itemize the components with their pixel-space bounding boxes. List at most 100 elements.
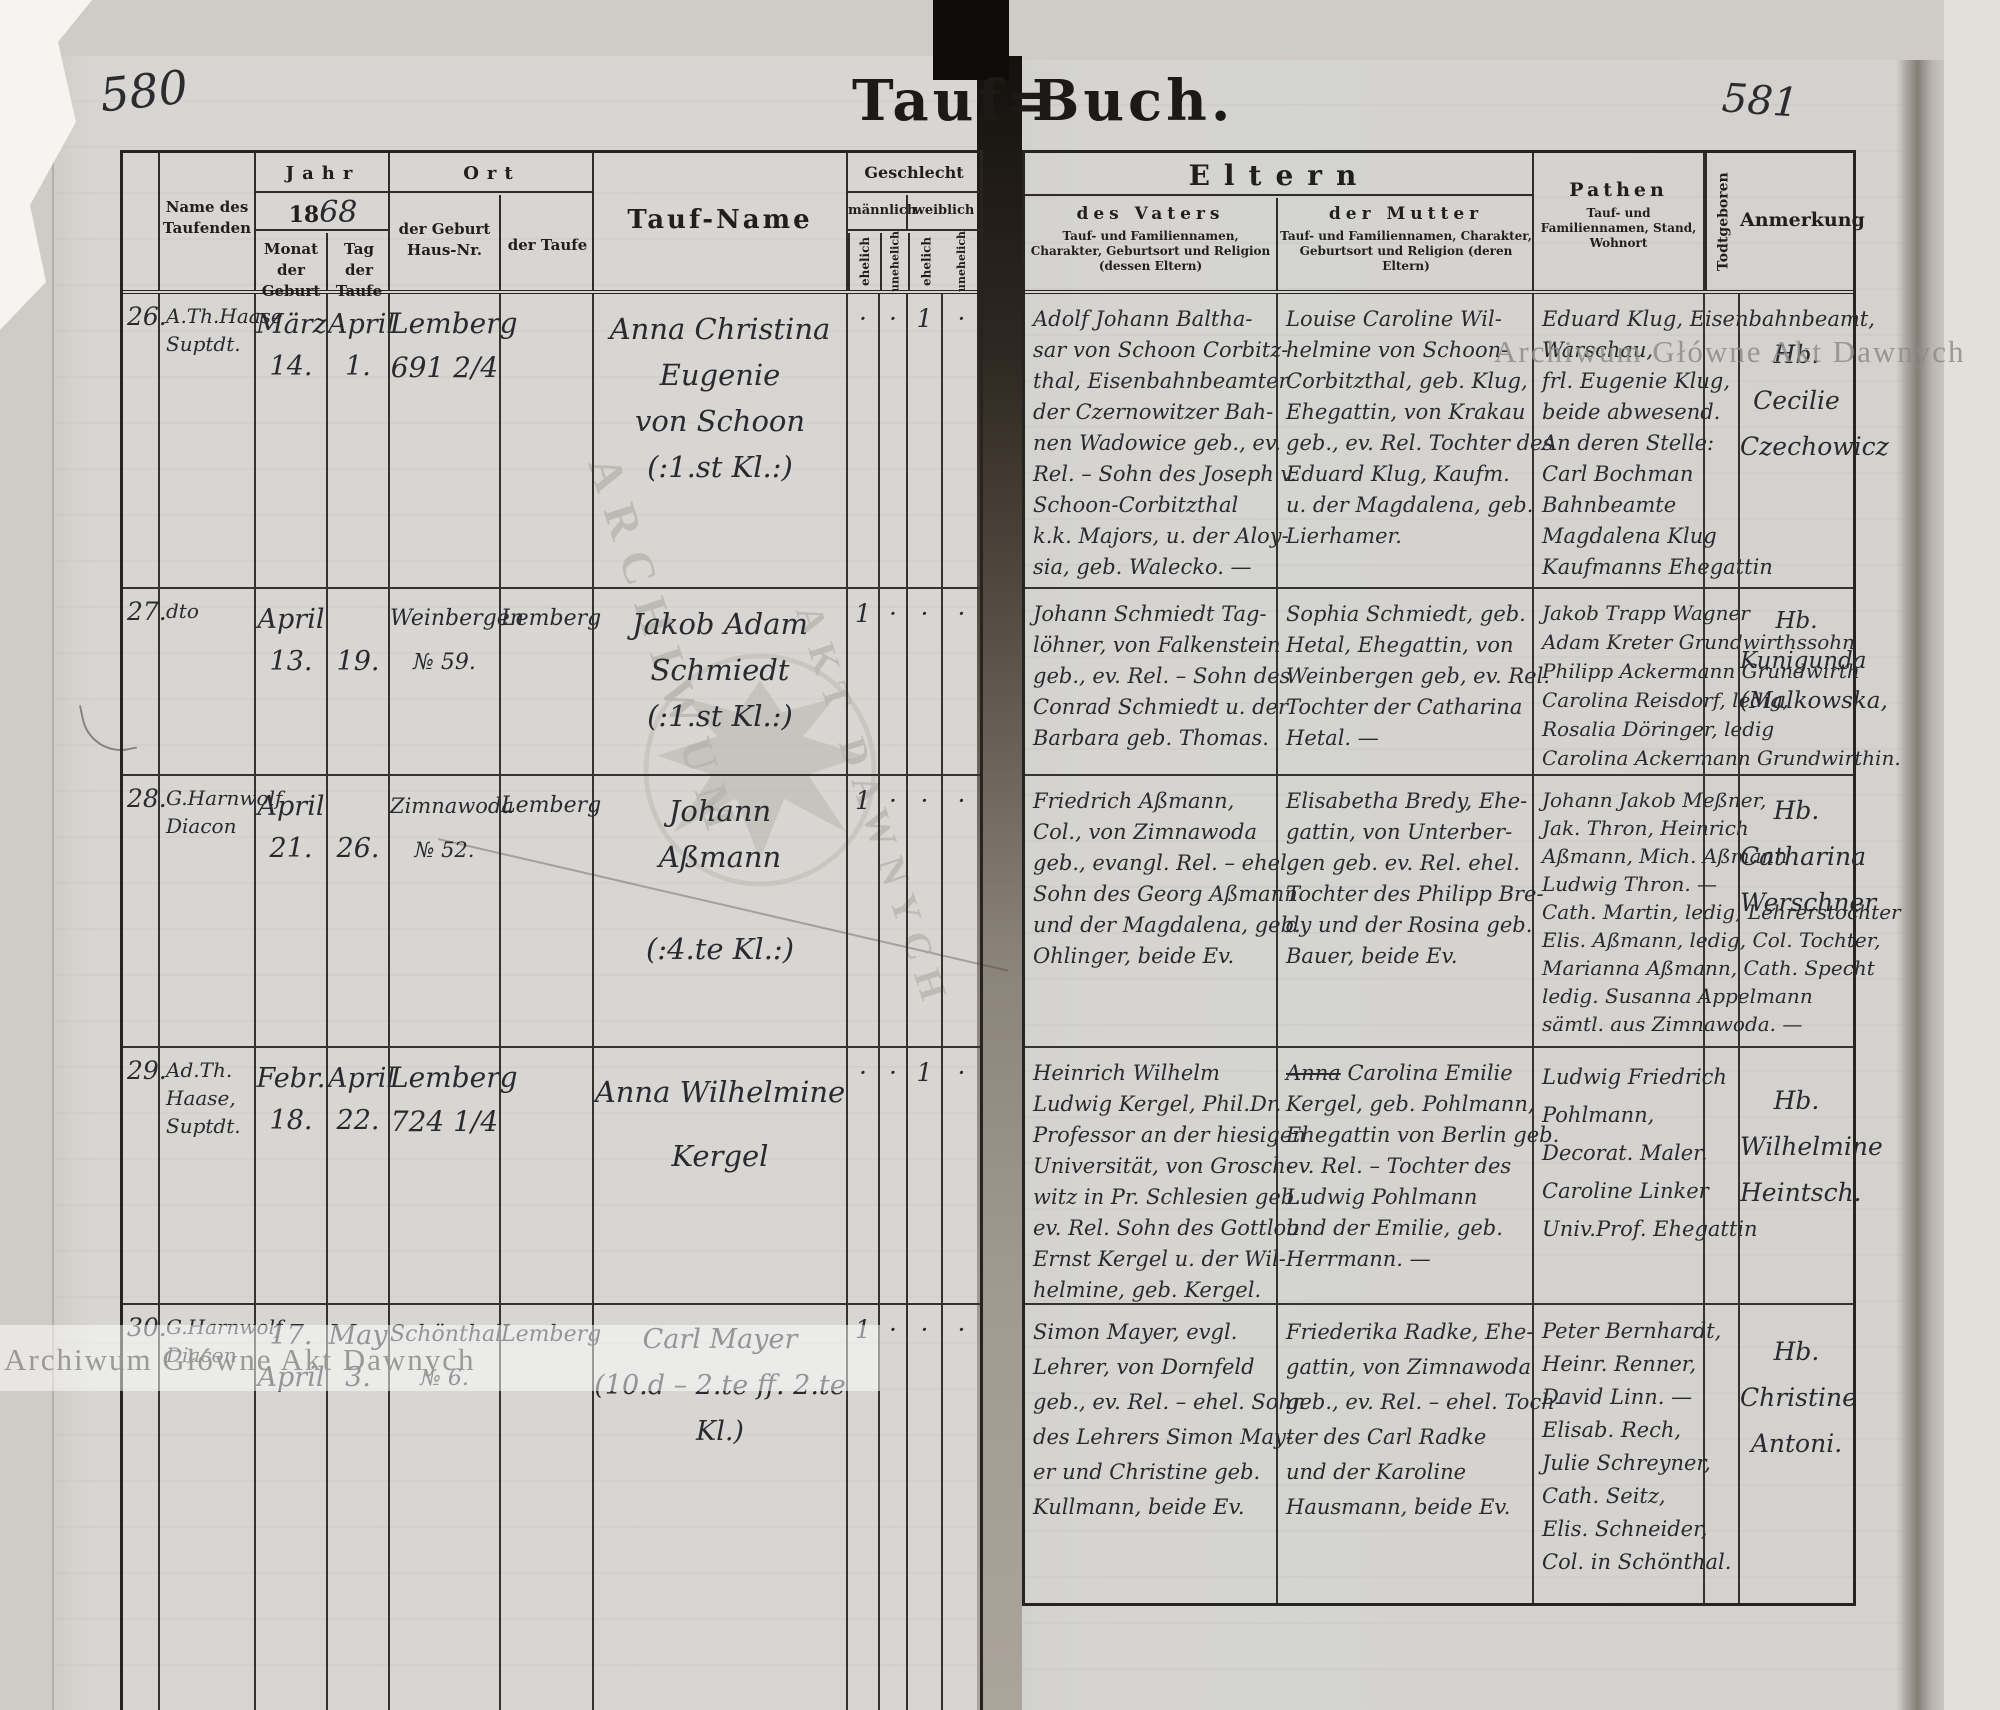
ort-geburt: Weinbergen № 59.	[390, 589, 524, 774]
archive-watermark-top-right: Archiwum Główne Akt Dawnych	[1494, 334, 1966, 369]
header-des-vaters: des Vaters Tauf- und Familiennamen, Char…	[1025, 198, 1278, 290]
ort-geburt: Lemberg 724 1/4	[390, 1048, 518, 1303]
header-taufname: Tauf-Name	[594, 153, 848, 290]
header-tag-der-taufe: Tag der Taufe	[335, 240, 383, 300]
pathen: Jakob Trapp Wagner Adam Kreter Grundwirt…	[1534, 589, 1901, 774]
monat-geburt: April 21.	[256, 776, 328, 1046]
table-row: Friedrich Aßmann, Col., von Zimnawoda ge…	[1025, 776, 1901, 1048]
scan-margin	[1944, 0, 2000, 1710]
monat-geburt: Febr. 18.	[256, 1048, 328, 1303]
der-mutter-label: der Mutter	[1328, 204, 1484, 224]
anmerkung: Hb. Cecilie Czechowicz	[1740, 340, 1889, 461]
table-row: 27. dto April 13. 19. Weinbergen № 59. L…	[123, 589, 980, 776]
pathen-label: Pathen	[1569, 179, 1668, 201]
monat-geburt: April 13.	[256, 589, 328, 774]
header-jahr-value: 1868	[256, 195, 390, 231]
entry-number: 28.	[123, 776, 167, 1046]
watermark-band	[0, 1325, 880, 1391]
right-page	[1022, 60, 1902, 1710]
table-row: 26. A.Th.Haase Suptdt. März 14. April 1.…	[123, 294, 980, 589]
header-ort: Ort	[390, 153, 594, 193]
mark-w-unehelich: ·	[957, 786, 966, 815]
taufname: Jakob Adam Schmiedt (:1.st Kl.:)	[594, 589, 848, 774]
mutter-rest: Kergel, geb. Pohlmann, Ehegattin von Ber…	[1286, 1092, 1560, 1271]
vater: Johann Schmiedt Tag- löhner, von Falkens…	[1025, 589, 1290, 774]
page-number-left: 580	[97, 59, 191, 123]
todtgeboren-cell	[1705, 1305, 1740, 1603]
anmerkung: Hb. Christine Antoni.	[1740, 1337, 1857, 1458]
divider	[388, 153, 390, 290]
mark-w-ehelich: ·	[908, 589, 943, 774]
page-number-right: 581	[1720, 75, 1800, 127]
vater: Simon Mayer, evgl. Lehrer, von Dornfeld …	[1025, 1305, 1306, 1603]
tag-taufe: 26.	[328, 776, 390, 1046]
header-m-unehelich: unehelich	[880, 231, 908, 292]
divider	[592, 153, 594, 290]
vater: Adolf Johann Baltha- sar von Schoon Corb…	[1025, 294, 1297, 587]
header-w-unehelich: unehelich	[955, 230, 968, 293]
mark-w-ehelich: 1	[908, 294, 943, 587]
divider	[1532, 153, 1534, 290]
des-vaters-sub: Tauf- und Familiennamen, Charakter, Gebu…	[1030, 229, 1271, 273]
taufender: A.Th.Haase Suptdt.	[160, 294, 283, 587]
table-header-left: Name des Taufenden Jahr 1868 Monat der G…	[123, 153, 980, 300]
mutter: Louise Caroline Wil- helmine von Schoon-…	[1278, 294, 1553, 587]
mark-m-ehelich: 1	[848, 589, 880, 774]
register-table-left: Name des Taufenden Jahr 1868 Monat der G…	[120, 150, 983, 1710]
entry-number: 27.	[123, 589, 167, 774]
header-m-ehelich: ehelich	[848, 233, 880, 290]
todtgeboren-cell	[1705, 776, 1740, 1046]
ort-taufe: Lemberg	[501, 589, 601, 774]
header-ort-geburt: der Geburt Haus-Nr.	[390, 195, 501, 290]
mark-m-unehelich: ·	[880, 1048, 908, 1303]
tag-taufe: 19.	[328, 589, 390, 774]
mark-w-unehelich: ·	[957, 1058, 966, 1087]
vater: Friedrich Aßmann, Col., von Zimnawoda ge…	[1025, 776, 1301, 1046]
jahr-handwritten: 68	[319, 195, 358, 230]
mark-m-ehelich: ·	[848, 1048, 880, 1303]
mark-m-unehelich: ·	[880, 776, 908, 1046]
pathen: Ludwig Friedrich Pohlmann, Decorat. Male…	[1534, 1048, 1758, 1303]
todtgeboren-cell	[1705, 294, 1740, 587]
header-jahr: Jahr	[256, 153, 390, 193]
header-geschlecht: Geschlecht	[848, 153, 980, 193]
jahr-printed: 18	[288, 202, 320, 228]
mark-m-unehelich: ·	[880, 589, 908, 774]
header-weiblich: weiblich	[908, 195, 980, 231]
taufender: G.Harnwolf Diacon	[160, 776, 282, 1046]
page-edge-shadow	[1896, 60, 1944, 1710]
taufender: Ad.Th. Haase, Suptdt.	[160, 1048, 256, 1303]
monat-geburt: März 14.	[256, 294, 328, 587]
archive-watermark-bottom-left: Archiwum Główne Akt Dawnych	[4, 1342, 476, 1377]
header-anmerkung: Anmerkung	[1740, 209, 1865, 231]
mark-w-unehelich: ·	[957, 599, 966, 628]
taufname: Anna Christina Eugenie von Schoon (:1.st…	[594, 294, 848, 587]
table-row: Johann Schmiedt Tag- löhner, von Falkens…	[1025, 589, 1901, 776]
mutter: Anna Carolina Emilie Kergel, geb. Pohlma…	[1278, 1048, 1559, 1303]
ort-taufe	[501, 294, 594, 587]
table-row: Heinrich Wilhelm Ludwig Kergel, Phil.Dr.…	[1025, 1048, 1883, 1305]
mark-w-ehelich: 1	[908, 1048, 943, 1303]
taufname: Anna Wilhelmine Kergel	[594, 1048, 848, 1303]
register-table-right: Eltern des Vaters Tauf- und Familienname…	[1022, 150, 1901, 1606]
book-title-left: Tauf=	[852, 68, 1057, 134]
header-pathen: Pathen Tauf- und Familiennamen, Stand, W…	[1534, 153, 1705, 290]
anmerkung: Hb. Kunigunda (Malkowska,	[1740, 608, 1888, 714]
des-vaters-label: des Vaters	[1076, 204, 1225, 224]
entry-number: 26.	[123, 294, 167, 587]
todtgeboren-cell	[1705, 1048, 1740, 1303]
book-title-right: Buch.	[1032, 68, 1235, 134]
mark-w-unehelich: ·	[957, 304, 966, 333]
pathen: Johann Jakob Meßner, Jak. Thron, Heinric…	[1534, 776, 1901, 1046]
table-header-right: Eltern des Vaters Tauf- und Familienname…	[1025, 153, 1865, 294]
mark-w-unehelich: ·	[957, 1315, 966, 1344]
todtgeboren-cell	[1705, 589, 1740, 774]
mutter: Elisabetha Bredy, Ehe- gattin, von Unter…	[1278, 776, 1544, 1046]
pathen: Peter Bernhardt, Heinr. Renner, David Li…	[1534, 1305, 1731, 1603]
anmerkung: Hb. Wilhelmine Heintsch.	[1740, 1086, 1883, 1207]
mark-m-ehelich: ·	[848, 294, 880, 587]
header-monat-der-geburt: Monat der Geburt	[256, 233, 328, 300]
table-row: Simon Mayer, evgl. Lehrer, von Dornfeld …	[1025, 1305, 1857, 1603]
tag-taufe: April 1.	[328, 294, 395, 587]
